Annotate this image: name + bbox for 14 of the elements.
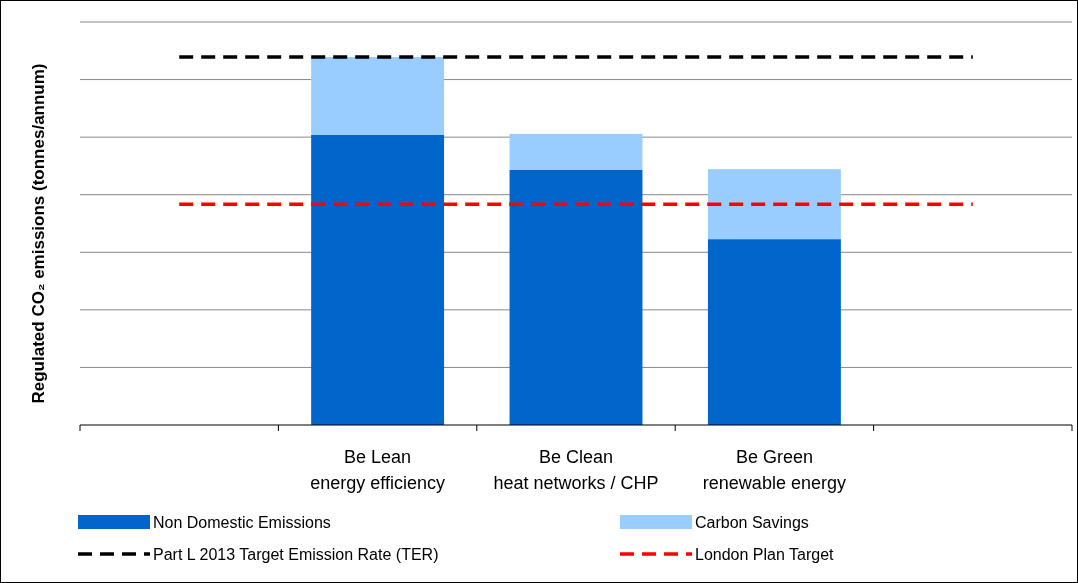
bar [707, 169, 841, 240]
legend-label: Part L 2013 Target Emission Rate (TER) [153, 546, 439, 563]
x-tick-label: Be Lean energy efficiency [310, 447, 445, 493]
legend-label: Carbon Savings [695, 514, 809, 531]
bar [311, 134, 445, 425]
bar [707, 239, 841, 425]
y-axis-title: Regulated CO₂ emissions (tonnes/annum) [29, 63, 48, 404]
legend-label: Non Domestic Emissions [153, 514, 331, 531]
x-tick-label: Be Green renewable energy [702, 447, 846, 493]
bar [509, 133, 643, 170]
bar [509, 169, 643, 425]
bar [311, 56, 445, 135]
legend-label: London Plan Target [695, 546, 835, 563]
x-tick-label: Be Clean heat networks / CHP [493, 447, 659, 493]
